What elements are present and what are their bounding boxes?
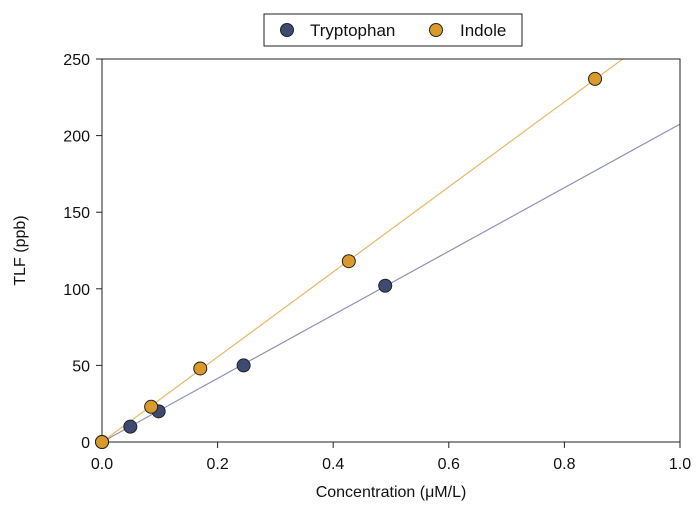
y-tick-label: 150 — [63, 205, 90, 222]
y-axis: 0 50 100 150 200 250 — [63, 52, 102, 452]
x-tick-label: 0.6 — [438, 456, 460, 473]
data-point-indole — [588, 71, 603, 86]
data-points — [95, 71, 603, 449]
x-tick-label: 0.0 — [91, 456, 113, 473]
data-point-tryptophan — [123, 419, 138, 434]
y-tick-label: 0 — [81, 435, 90, 452]
data-point-indole — [193, 361, 208, 376]
legend-box — [263, 13, 523, 47]
y-tick-label: 250 — [63, 52, 90, 69]
y-tick-label: 50 — [72, 358, 90, 375]
data-point-tryptophan — [378, 278, 393, 293]
data-point-indole — [144, 399, 159, 414]
x-axis: 0.0 0.2 0.4 0.6 0.8 1.0 — [91, 442, 691, 473]
legend-marker-tryptophan — [280, 23, 294, 37]
plot-frame — [101, 58, 681, 443]
legend: Tryptophan Indole — [263, 13, 523, 47]
x-axis-label: Concentration (μM/L) — [316, 484, 467, 501]
legend-marker-indole — [429, 23, 443, 37]
data-point-indole — [341, 254, 356, 269]
y-axis-label: TLF (ppb) — [12, 215, 29, 285]
y-tick-label: 100 — [63, 282, 90, 299]
x-tick-label: 0.8 — [553, 456, 575, 473]
legend-label-indole: Indole — [460, 21, 506, 40]
legend-label-tryptophan: Tryptophan — [310, 21, 395, 40]
data-point-tryptophan — [236, 358, 251, 373]
data-point-indole — [95, 435, 109, 449]
x-tick-label: 1.0 — [669, 456, 691, 473]
x-tick-label: 0.4 — [322, 456, 344, 473]
x-tick-label: 0.2 — [206, 456, 228, 473]
y-tick-label: 200 — [63, 129, 90, 146]
